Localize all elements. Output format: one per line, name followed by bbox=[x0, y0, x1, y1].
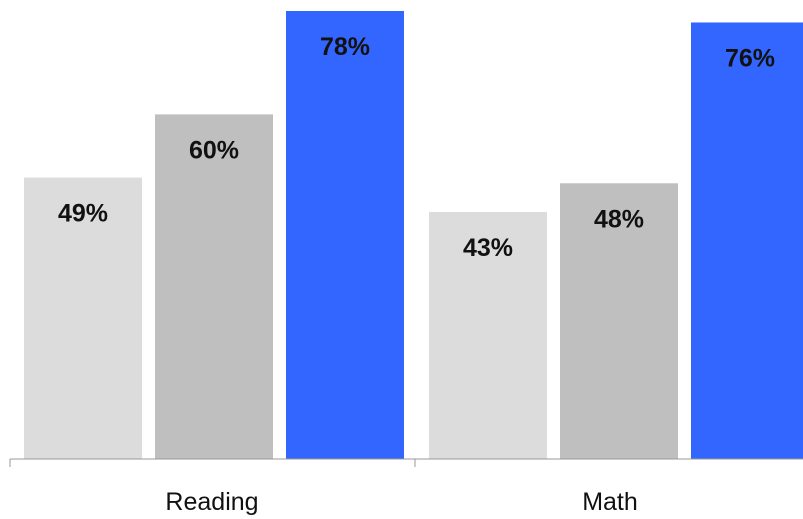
bar-math-1 bbox=[429, 212, 547, 459]
category-labels-group: Reading Math bbox=[165, 488, 637, 516]
bar-value-label: 60% bbox=[189, 136, 239, 164]
category-label-math: Math bbox=[582, 488, 638, 516]
bar-math-2 bbox=[560, 183, 678, 460]
bar-value-label: 48% bbox=[594, 205, 644, 233]
bar-reading-2 bbox=[155, 114, 273, 459]
bar-value-label: 43% bbox=[463, 234, 513, 262]
bar-value-label: 49% bbox=[58, 200, 108, 228]
bar-reading-3 bbox=[286, 11, 404, 459]
category-label-reading: Reading bbox=[165, 488, 258, 516]
bar-reading-1 bbox=[24, 177, 142, 460]
x-axis bbox=[9, 458, 803, 467]
bars-group bbox=[24, 11, 803, 460]
bar-value-label: 78% bbox=[320, 33, 370, 61]
bar-value-label: 76% bbox=[725, 44, 775, 72]
bar-math-3 bbox=[691, 22, 803, 459]
bar-labels-group: 49% 60% 78% 43% 48% 76% bbox=[58, 33, 775, 262]
